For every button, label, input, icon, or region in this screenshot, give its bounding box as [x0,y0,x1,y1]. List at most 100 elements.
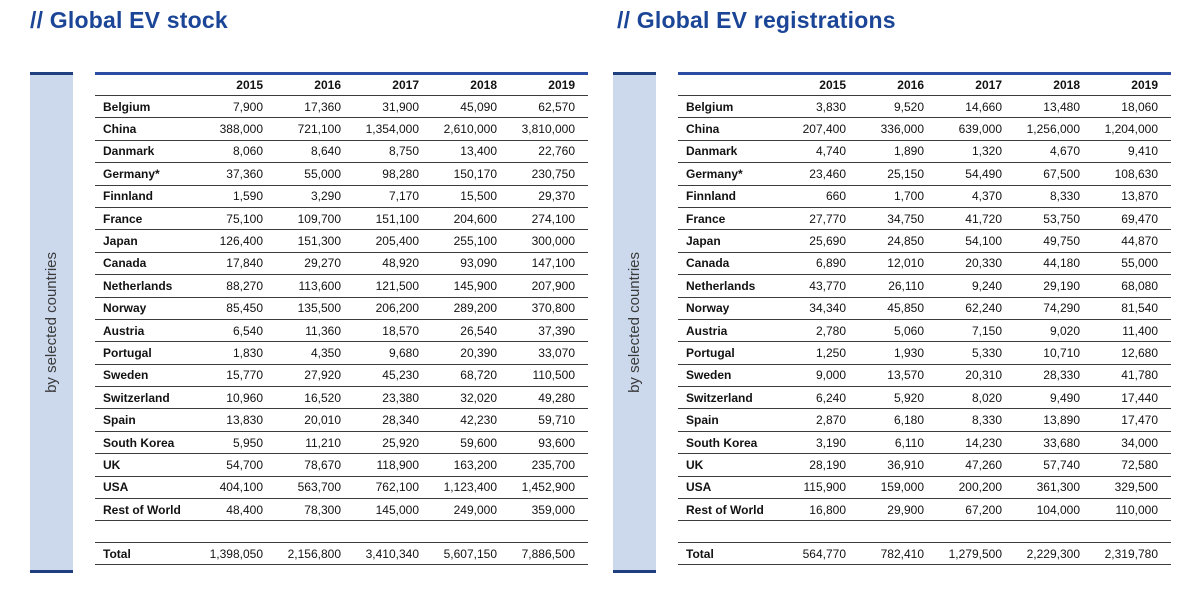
panel-global-ev-stock: // Global EV stock by selected countries… [30,0,595,600]
value-cell: 41,780 [1121,368,1158,383]
value-cell: 5,060 [893,323,924,338]
value-cell: 10,710 [1043,345,1080,360]
country-name: South Korea [103,435,175,450]
spacer-row [95,520,588,543]
spacer-cell [95,521,588,543]
total-value-cell: 7,886,500 [521,546,575,561]
table-row: Germany* 37,360 55,000 98,280 150,170 230,750 [95,162,588,185]
table-row: UK 28,190 36,910 47,260 57,740 72,580 [678,453,1171,476]
value-cell: 57,740 [1043,457,1080,472]
value-cell: 6,180 [893,413,924,428]
table-row: Rest of World 16,800 29,900 67,200 104,000 11… [678,498,1171,521]
value-cell: 85,450 [226,301,263,316]
value-cell: 150,170 [453,166,497,181]
table-row: Spain 2,870 6,180 8,330 13,890 17,470 [678,408,1171,431]
value-cell: 36,910 [887,457,924,472]
table-row: Japan 126,400 151,300 205,400 255,100 300,000 [95,229,588,252]
value-cell: 15,500 [460,189,497,204]
table-row: Norway 34,340 45,850 62,240 74,290 81,540 [678,297,1171,319]
value-cell: 8,330 [1049,189,1080,204]
table-row: China 388,000 721,100 1,354,000 2,610,000 3,8… [95,117,588,140]
country-name: Spain [103,413,136,428]
value-cell: 75,100 [226,211,263,226]
total-label: Total [686,546,714,561]
value-cell: 145,900 [453,278,497,293]
value-cell: 121,500 [375,278,419,293]
country-name: Switzerland [103,390,170,405]
value-cell: 13,400 [460,144,497,159]
value-cell: 24,850 [887,234,924,249]
value-cell: 3,290 [310,189,341,204]
value-cell: 235,700 [531,457,575,472]
value-cell: 113,600 [298,278,342,293]
country-name: Sweden [103,368,149,383]
value-cell: 68,080 [1121,278,1158,293]
country-name: South Korea [686,435,758,450]
value-cell: 59,600 [460,435,497,450]
value-cell: 329,500 [1114,480,1158,495]
page-title-ev-registrations: // Global EV registrations [617,7,896,33]
table-row: Netherlands 43,770 26,110 9,240 29,190 68,080 [678,274,1171,297]
value-cell: 3,190 [815,435,846,450]
value-cell: 44,180 [1043,256,1080,271]
value-cell: 255,100 [453,234,497,249]
table-header-row: 2015 2016 2017 2018 2019 [95,74,588,96]
table-row: Canada 17,840 29,270 48,920 93,090 147,100 [95,252,588,274]
value-cell: 9,680 [388,345,419,360]
year-header: 2018 [1053,78,1080,92]
total-value-cell: 1,279,500 [948,546,1002,561]
value-cell: 29,370 [538,189,575,204]
value-cell: 22,760 [538,144,575,159]
total-value-cell: 5,607,150 [443,546,497,561]
table-row: Switzerland 6,240 5,920 8,020 9,490 17,440 [678,386,1171,409]
value-cell: 33,070 [538,345,575,360]
panel-body: by selected countries 2015 2016 2017 2018 20… [30,72,588,573]
value-cell: 54,100 [965,234,1002,249]
value-cell: 93,600 [538,435,575,450]
value-cell: 388,000 [219,122,263,137]
value-cell: 15,770 [226,368,263,383]
value-cell: 1,830 [232,345,263,360]
value-cell: 6,240 [815,390,846,405]
value-cell: 1,890 [893,144,924,159]
year-header: 2015 [819,78,846,92]
value-cell: 48,400 [226,502,263,517]
value-cell: 9,520 [893,99,924,114]
value-cell: 32,020 [460,390,497,405]
table-row: Sweden 9,000 13,570 20,310 28,330 41,780 [678,364,1171,386]
value-cell: 25,690 [809,234,846,249]
year-header: 2015 [236,78,263,92]
corner-cell [678,74,781,96]
value-cell: 13,870 [1121,189,1158,204]
value-cell: 13,570 [887,368,924,383]
value-cell: 2,870 [815,413,846,428]
value-cell: 88,270 [226,278,263,293]
ev-stock-table: 2015 2016 2017 2018 2019 Belgium 7,900 17,360 3… [95,72,588,565]
table-row: Rest of World 48,400 78,300 145,000 249,000 3… [95,498,588,521]
value-cell: 1,256,000 [1026,122,1080,137]
value-cell: 4,670 [1049,144,1080,159]
country-name: France [686,211,726,226]
value-cell: 404,100 [219,480,263,495]
value-cell: 5,920 [893,390,924,405]
total-value-cell: 564,770 [802,546,846,561]
value-cell: 18,060 [1121,99,1158,114]
value-cell: 8,060 [232,144,263,159]
year-header: 2019 [1131,78,1158,92]
value-cell: 9,240 [971,278,1002,293]
value-cell: 18,570 [382,323,419,338]
value-cell: 20,390 [460,345,497,360]
value-cell: 13,890 [1043,413,1080,428]
value-cell: 8,640 [310,144,341,159]
value-cell: 1,930 [893,345,924,360]
value-cell: 4,350 [310,345,341,360]
value-cell: 4,740 [815,144,846,159]
table-row: Germany* 23,460 25,150 54,490 67,500 108,630 [678,162,1171,185]
value-cell: 74,290 [1043,301,1080,316]
value-cell: 62,570 [538,99,575,114]
value-cell: 11,210 [305,435,341,450]
corner-cell [95,74,198,96]
value-cell: 110,000 [1115,502,1159,517]
value-cell: 49,280 [538,390,575,405]
country-name: USA [103,480,129,495]
